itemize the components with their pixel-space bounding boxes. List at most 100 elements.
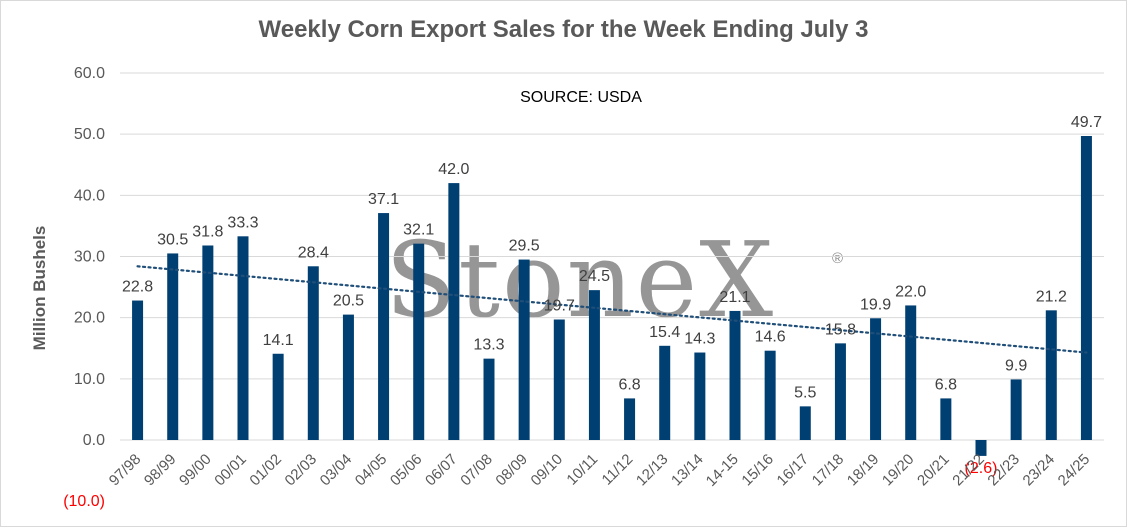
y-tick-label: 0.0 [83, 432, 105, 449]
x-tick-label: 99/00 [176, 451, 215, 490]
bar [834, 343, 846, 440]
data-label: 21.1 [719, 289, 750, 306]
data-label: 19.9 [860, 296, 891, 313]
bar [1080, 136, 1092, 441]
data-label: 14.6 [755, 329, 786, 346]
bar [342, 314, 354, 440]
y-tick-label: (10.0) [63, 493, 105, 510]
data-label: 42.0 [438, 161, 469, 178]
y-tick-label: 60.0 [74, 65, 105, 82]
x-tick-label: 07/08 [457, 451, 496, 490]
data-label: 19.7 [544, 298, 575, 315]
bar [870, 318, 882, 440]
bar [307, 266, 319, 440]
bar [1010, 379, 1022, 440]
data-label: 33.3 [227, 214, 258, 231]
bar [413, 243, 425, 440]
bar [624, 398, 636, 440]
bar [799, 406, 811, 440]
data-label: 24.5 [579, 268, 610, 285]
data-label: 28.4 [298, 244, 329, 261]
bar [1045, 310, 1057, 440]
data-label: 9.9 [1005, 357, 1027, 374]
bar [483, 358, 495, 440]
bar [588, 290, 600, 440]
bar [659, 345, 671, 440]
x-tick-label: 12/13 [633, 451, 672, 490]
x-tick-label: 24/25 [1055, 451, 1094, 490]
x-tick-label: 19/20 [879, 451, 918, 490]
bar [905, 305, 917, 440]
data-label: 20.5 [333, 293, 364, 310]
chart-title: Weekly Corn Export Sales for the Week En… [258, 16, 869, 43]
data-label: 14.3 [684, 331, 715, 348]
data-label: 31.8 [192, 223, 223, 240]
bar [940, 398, 952, 440]
bar [237, 236, 249, 440]
bar [518, 259, 530, 440]
data-labels: 22.8 30.5 31.833.3 14.1 28.4 20.5 37.132.1 42.0… [122, 114, 1102, 477]
data-label: 21.2 [1036, 288, 1067, 305]
data-label: 49.7 [1071, 114, 1102, 131]
x-tick-label: 97/98 [106, 451, 145, 490]
y-tick-label: 20.0 [74, 310, 105, 327]
x-tick-label: 17/18 [809, 451, 848, 490]
bar [553, 319, 565, 440]
bar [378, 213, 390, 440]
bars [132, 136, 1092, 456]
trendline [136, 265, 1088, 354]
data-label: 29.5 [509, 238, 540, 255]
trendline-group [136, 265, 1088, 354]
data-label: 5.5 [794, 384, 816, 401]
x-tick-label: 16/17 [774, 451, 813, 490]
x-tick-label: 13/14 [668, 451, 707, 490]
data-label: 6.8 [935, 376, 957, 393]
bar [167, 253, 179, 440]
x-tick-label: 15/16 [738, 451, 777, 490]
bar [694, 352, 706, 440]
x-tick-label: 98/99 [141, 451, 180, 490]
bar [729, 310, 741, 440]
data-label: 37.1 [368, 191, 399, 208]
x-tick-label: 08/09 [492, 451, 531, 490]
y-tick-label: 30.0 [74, 249, 105, 266]
x-tick-labels: 97/9898/9999/0000/0101/0202/0303/0404/05… [106, 451, 1093, 490]
data-label: 15.8 [825, 321, 856, 338]
x-tick-label: 11/12 [599, 451, 637, 489]
x-tick-label: 04/05 [352, 451, 391, 490]
x-tick-label: 00/01 [211, 451, 250, 490]
data-label: 6.8 [618, 376, 640, 393]
x-tick-label: 18/19 [844, 451, 883, 490]
y-tick-label: 50.0 [74, 126, 105, 143]
data-label: 32.1 [403, 222, 434, 239]
bar [132, 300, 144, 440]
y-tick-label: 40.0 [74, 187, 105, 204]
data-label: 22.0 [895, 283, 926, 300]
data-label: 13.3 [473, 337, 504, 354]
bar [202, 245, 214, 440]
data-label: 30.5 [157, 231, 188, 248]
x-tick-label: 03/04 [317, 451, 356, 490]
bar [272, 353, 284, 440]
x-tick-label: 09/10 [528, 451, 567, 490]
x-tick-label: 23/24 [1020, 451, 1059, 490]
x-tick-label: 14-15 [703, 451, 742, 490]
y-tick-label: 10.0 [74, 371, 105, 388]
x-tick-label: 01/02 [246, 451, 285, 490]
x-tick-label: 05/06 [387, 451, 426, 490]
data-label: 22.8 [122, 279, 153, 296]
source-note: SOURCE: USDA [520, 89, 642, 106]
data-label: 14.1 [263, 332, 294, 349]
x-tick-label: 02/03 [282, 451, 321, 490]
bar [764, 350, 776, 440]
x-tick-label: 10/11 [563, 451, 601, 489]
x-tick-label: 06/07 [422, 451, 461, 490]
data-label: 15.4 [649, 324, 680, 341]
x-tick-label: 20/21 [914, 451, 953, 490]
gridlines [120, 72, 1104, 441]
data-label: (2.6) [965, 460, 998, 477]
bar [975, 440, 987, 456]
y-tick-labels: (10.0) 0.0 10.0 20.0 30.0 40.0 50.0 60.0 [63, 65, 105, 510]
registered-mark: ® [832, 250, 844, 267]
